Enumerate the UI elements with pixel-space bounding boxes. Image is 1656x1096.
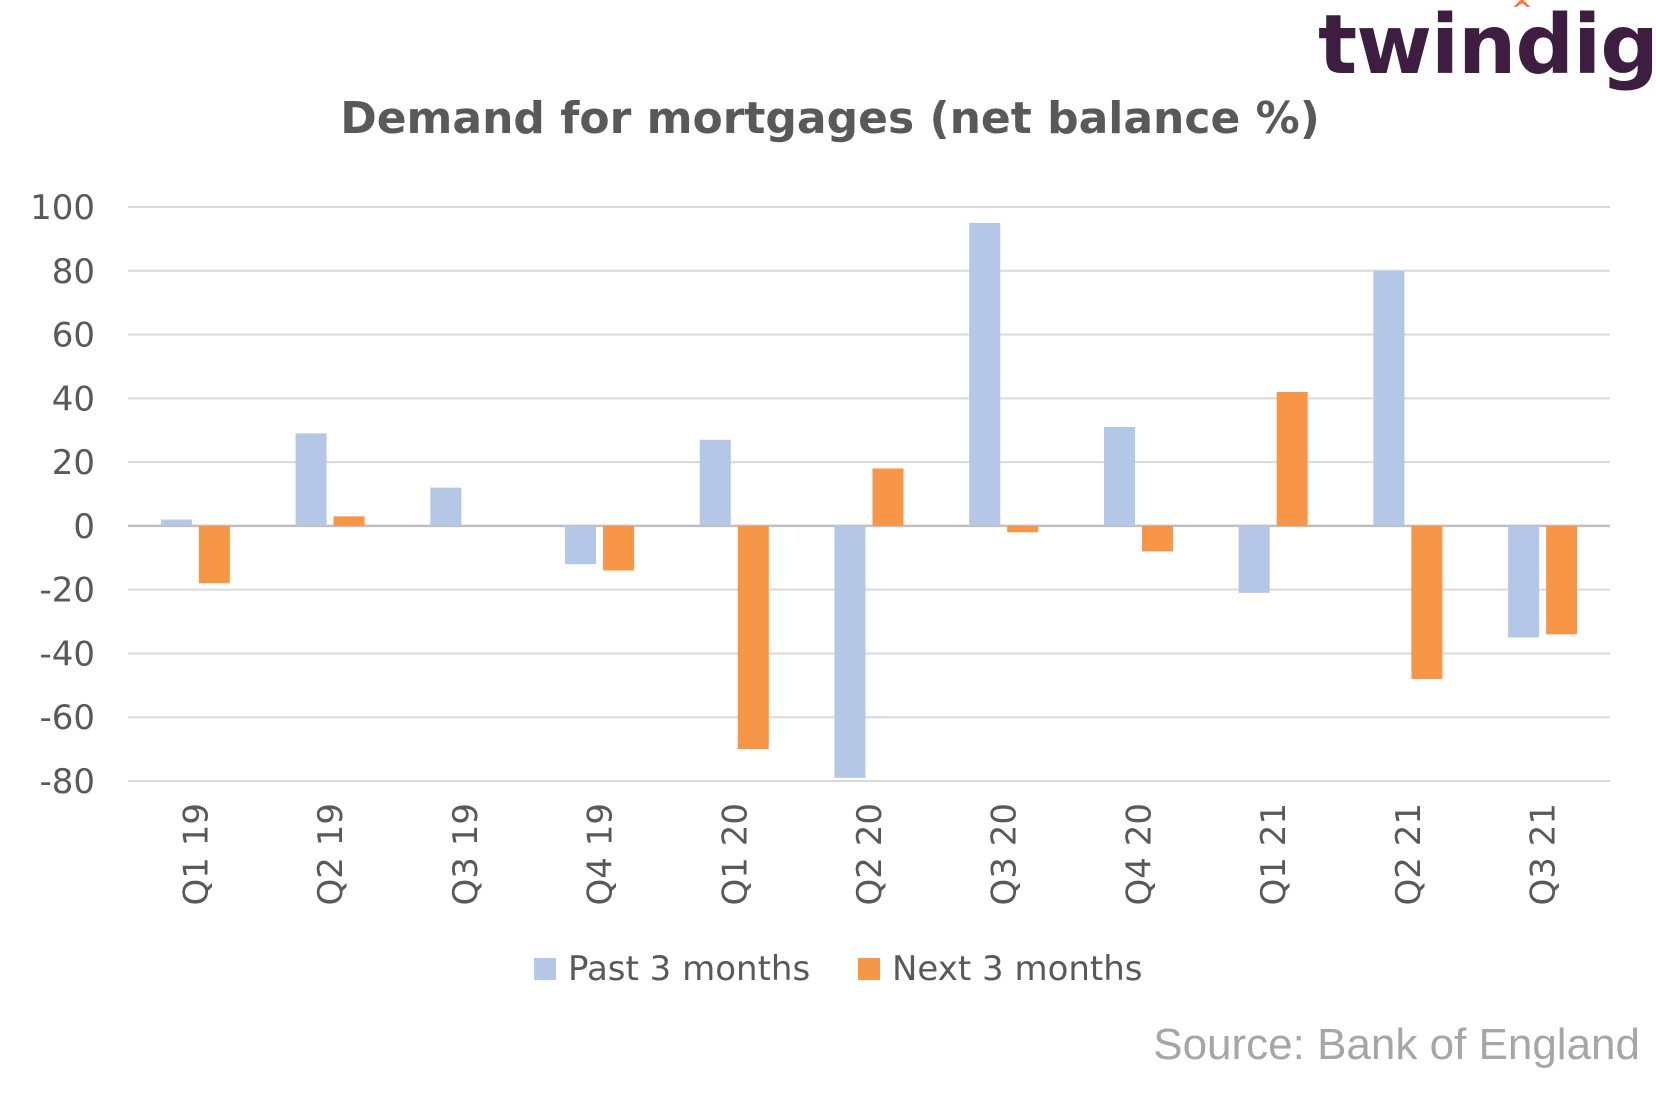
bar-next-1: [333, 516, 365, 526]
bar-past-10: [1508, 525, 1540, 638]
bar-past-2: [430, 487, 462, 526]
brand-name: twindig: [1318, 0, 1656, 93]
y-tick-label: 20: [52, 443, 95, 483]
x-tick-label: Q3 19: [446, 803, 486, 905]
bar-next-6: [1007, 525, 1039, 533]
bar-past-4: [699, 439, 731, 526]
y-tick-label: 100: [30, 188, 95, 228]
x-tick-label: Q3 21: [1524, 803, 1564, 905]
bars: [160, 222, 1578, 778]
x-tick-label: Q4 19: [581, 803, 621, 905]
bar-past-1: [295, 433, 327, 526]
bar-next-0: [198, 525, 230, 584]
bar-past-0: [160, 519, 192, 526]
x-tick-label: Q1 21: [1254, 803, 1294, 905]
bar-next-5: [872, 468, 904, 526]
x-axis: Q1 19 Q2 19 Q3 19 Q4 19 Q1 20 Q2 20 Q3 20 Q4 20…: [176, 803, 1563, 905]
bar-past-9: [1373, 270, 1405, 526]
bar-next-7: [1141, 525, 1173, 552]
bar-past-8: [1238, 525, 1270, 593]
x-tick-label: Q4 20: [1119, 803, 1159, 905]
bar-next-8: [1276, 391, 1308, 526]
bar-next-3: [603, 525, 635, 571]
bar-next-9: [1411, 525, 1443, 679]
y-tick-label: -40: [39, 634, 95, 674]
y-tick-label: 60: [52, 316, 95, 356]
legend-swatch: [858, 958, 880, 980]
bar-next-10: [1546, 525, 1578, 635]
brand-caret-icon: ^: [1511, 0, 1533, 26]
bar-past-6: [969, 222, 1001, 526]
gridlines: [128, 206, 1610, 782]
x-tick-label: Q2 21: [1389, 803, 1429, 905]
x-tick-label: Q1 20: [715, 803, 755, 905]
y-tick-label: -80: [39, 762, 95, 802]
y-tick-label: 40: [52, 379, 95, 419]
source-note: Source: Bank of England: [1153, 1020, 1640, 1069]
bar-past-5: [834, 525, 866, 778]
y-tick-label: 0: [73, 507, 95, 547]
legend: Past 3 months Next 3 months: [534, 949, 1143, 989]
x-tick-label: Q2 19: [311, 803, 351, 905]
legend-swatch: [534, 958, 556, 980]
bar-past-3: [565, 525, 597, 565]
bar-next-4: [737, 525, 769, 750]
x-tick-label: Q3 20: [985, 803, 1025, 905]
chart-title: Demand for mortgages (net balance %): [340, 93, 1320, 144]
brand-logo: twindig ^: [1318, 0, 1656, 92]
y-axis: 100 80 60 40 20 0 -20 -40 -60 -80: [30, 188, 95, 802]
y-tick-label: -20: [39, 571, 95, 611]
legend-label: Past 3 months: [568, 949, 810, 989]
y-tick-label: -60: [39, 698, 95, 738]
y-tick-label: 80: [52, 252, 95, 292]
x-tick-label: Q2 20: [850, 803, 890, 905]
bar-past-7: [1103, 427, 1135, 526]
legend-label: Next 3 months: [892, 949, 1143, 989]
x-tick-label: Q1 19: [176, 803, 216, 905]
